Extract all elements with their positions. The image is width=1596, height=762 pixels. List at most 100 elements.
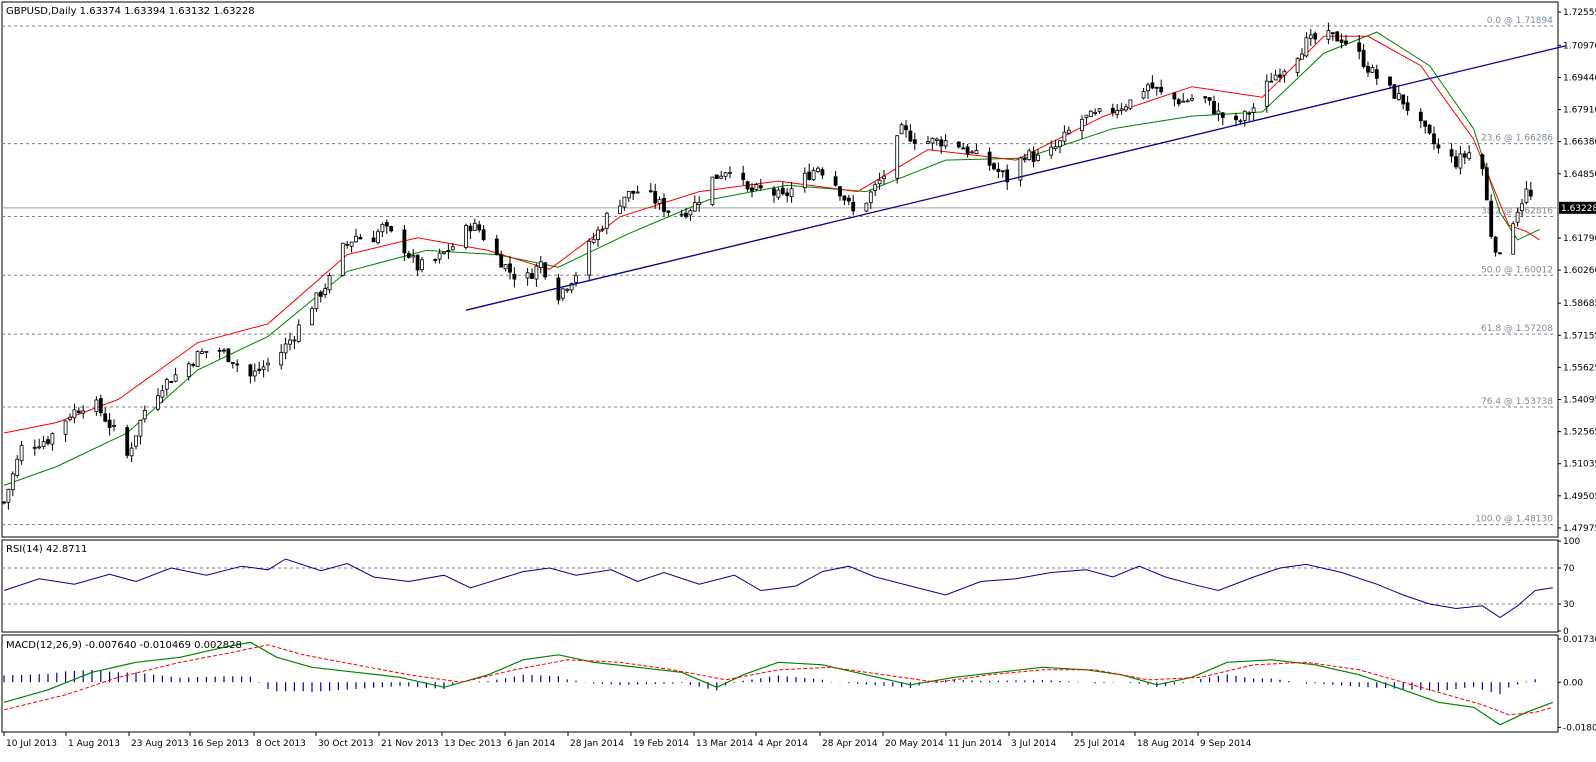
candle-body [1062, 131, 1067, 142]
candle-body [1018, 157, 1023, 181]
candle-body [574, 275, 578, 283]
candle-body [864, 202, 869, 212]
candle-body [1388, 76, 1392, 86]
candle-body [1511, 223, 1516, 255]
candle-body [754, 184, 759, 190]
candle-body [811, 170, 816, 181]
candle-body [912, 139, 917, 144]
candle-body [1172, 92, 1177, 100]
candle-body [503, 264, 508, 270]
time-tick-label: 11 Jun 2014 [948, 739, 1002, 749]
candle-body [1524, 188, 1529, 203]
candle-body [930, 137, 935, 144]
candle-body [1313, 33, 1318, 40]
candle-body [657, 199, 662, 204]
candle-body [481, 229, 486, 241]
candle-body [1027, 150, 1032, 160]
macd-tick-label: 0.017303 [1563, 635, 1596, 645]
candle-body [1269, 80, 1274, 83]
rsi-title: RSI(14) 42.8711 [6, 544, 87, 555]
candle-body [68, 416, 72, 420]
candle-body [987, 151, 992, 166]
candle-body [992, 163, 996, 170]
candle-body [15, 458, 20, 476]
fib-label: 61.8 @ 1.57208 [1481, 324, 1553, 334]
candle-body [1031, 151, 1036, 162]
candle-body [107, 419, 112, 428]
candle-body [371, 237, 376, 243]
candle-body [1154, 86, 1159, 89]
fib-label: 0.0 @ 1.71894 [1487, 16, 1554, 26]
candle-body [50, 433, 55, 445]
candle-body [1458, 153, 1463, 169]
candle-body [200, 351, 204, 354]
candle-body [741, 172, 746, 181]
candle-body [833, 176, 838, 186]
current-price-tag-box [1559, 201, 1596, 214]
candle-body [1220, 112, 1225, 118]
candle-body [160, 390, 165, 398]
price-tick-label: 1.70970 [1563, 41, 1596, 51]
candle-body [710, 176, 715, 205]
candle-body [1498, 252, 1502, 255]
candle-body [714, 174, 719, 179]
fib-label: 50.0 @ 1.60012 [1481, 265, 1553, 275]
candle-body [389, 226, 394, 232]
fib-label: 100.0 @ 1.48130 [1475, 515, 1553, 525]
candle-body [1022, 158, 1027, 161]
candle-body [1176, 99, 1181, 105]
rsi-axis: 100 70 30 0 [1558, 537, 1580, 637]
candle-body [252, 370, 257, 377]
rsi-tick-label: 70 [1563, 564, 1575, 574]
candle-body [1304, 37, 1309, 57]
time-tick-label: 21 Nov 2013 [381, 739, 439, 749]
candle-body [569, 283, 574, 291]
candle-body [1374, 69, 1379, 79]
candle-body [81, 410, 86, 414]
candle-body [882, 175, 886, 180]
candle-body [926, 141, 930, 144]
candle-body [996, 168, 1001, 172]
time-tick-label: 3 Jul 2014 [1011, 739, 1056, 749]
candle-body [934, 138, 939, 141]
candle-body [1150, 82, 1155, 89]
candle-body [406, 253, 411, 258]
candle-body [1124, 106, 1128, 111]
macd-line [3, 641, 1554, 726]
time-tick-label: 30 Oct 2013 [318, 739, 374, 749]
candle-body [1308, 34, 1313, 39]
candle-body [1484, 167, 1489, 201]
candle-body [415, 254, 420, 271]
moving-averages [3, 31, 1540, 486]
candle-body [666, 210, 671, 213]
candle-body [534, 265, 539, 280]
candle-body [1489, 200, 1494, 237]
candle-body [653, 191, 658, 204]
time-tick-label: 20 May 2014 [885, 739, 944, 749]
candle-body [248, 364, 253, 377]
candle-body [446, 249, 451, 252]
candle-body [543, 262, 548, 278]
time-tick-label: 18 Aug 2014 [1137, 739, 1195, 749]
trendline [465, 45, 1567, 311]
candle-body [1330, 32, 1335, 35]
candle-body [230, 362, 235, 364]
candle-body [772, 188, 776, 196]
candle-body [464, 225, 468, 248]
macd-panel-frame [1, 634, 1559, 733]
candle-body [19, 445, 24, 462]
time-tick-label: 16 Sep 2013 [192, 739, 249, 749]
symbol-title: GBPUSD,Daily 1.63374 1.63394 1.63132 1.6… [6, 6, 255, 17]
candle-body [1207, 97, 1212, 101]
current-price-tag: 1.63228 [1559, 201, 1596, 214]
candle-body [635, 191, 640, 194]
time-tick-label: 13 Mar 2014 [696, 739, 753, 749]
macd-tick-label: -0.018061 [1563, 723, 1596, 733]
time-tick-label: 4 Apr 2014 [758, 739, 808, 749]
candle-body [807, 171, 812, 180]
candle-body [895, 135, 900, 179]
candle-body [125, 427, 130, 456]
time-tick-label: 13 Dec 2013 [444, 739, 502, 749]
